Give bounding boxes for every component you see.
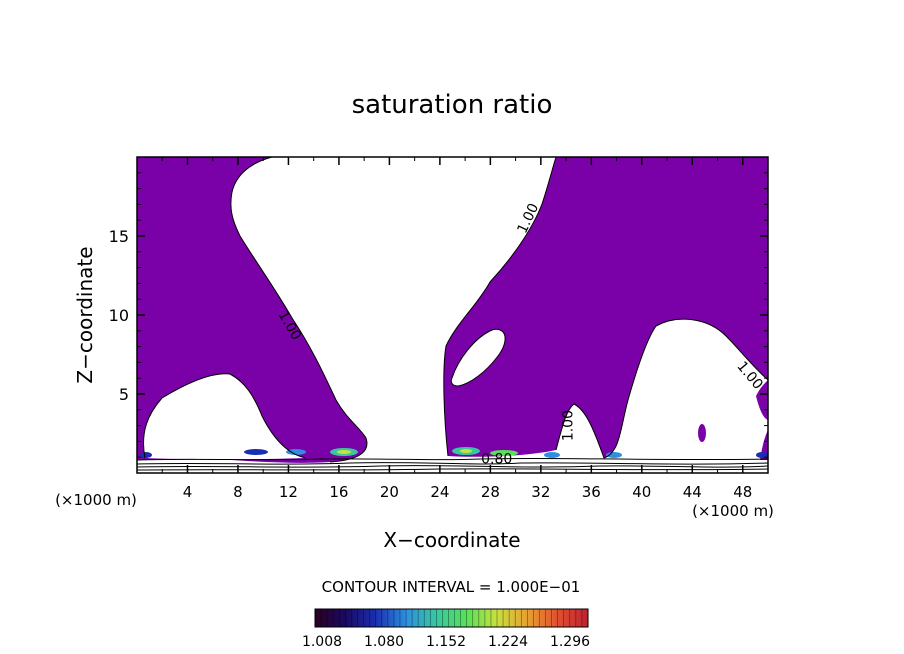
y-unit-label-right: (×1000 m) (692, 502, 774, 520)
spot (244, 449, 268, 455)
colorbar-ticks: 1.008 1.080 1.152 1.224 1.296 (302, 634, 590, 650)
x-tick-label: 44 (683, 483, 702, 501)
x-tick-label: 28 (481, 483, 500, 501)
colorbar-tick-label: 1.080 (364, 634, 404, 650)
x-tick-label: 24 (430, 483, 449, 501)
spot (337, 450, 351, 454)
x-tick-label: 48 (733, 483, 752, 501)
colorbar-tick-label: 1.224 (488, 634, 528, 650)
spot (140, 452, 152, 458)
y-tick-label: 5 (119, 385, 129, 404)
x-tick-label: 8 (233, 483, 243, 501)
y-axis-label: Z−coordinate (73, 246, 97, 383)
colorbar-gradient (315, 609, 588, 627)
x-tick-label: 40 (632, 483, 651, 501)
plot-area (137, 157, 768, 473)
contour-label: 1.00 (560, 410, 576, 441)
colorbar: 1.008 1.080 1.152 1.224 1.296 (302, 609, 590, 650)
x-axis-label: X−coordinate (383, 528, 520, 552)
x-tick-label: 4 (183, 483, 193, 501)
spot (460, 449, 472, 453)
contour-interval-text: CONTOUR INTERVAL = 1.000E−01 (322, 578, 581, 596)
x-tick-label: 20 (380, 483, 399, 501)
x-tick-label: 32 (531, 483, 550, 501)
colorbar-tick-label: 1.296 (550, 634, 590, 650)
x-unit-label-left: (×1000 m) (55, 491, 137, 509)
x-tick-label: 36 (582, 483, 601, 501)
y-tick-label: 15 (109, 227, 129, 246)
colorbar-tick-label: 1.152 (426, 634, 466, 650)
y-tick-label: 10 (109, 306, 129, 325)
chart-title: saturation ratio (352, 90, 553, 120)
supersaturated-patch (698, 424, 706, 442)
colorbar-tick-label: 1.008 (302, 634, 342, 650)
contour-label: 0.80 (481, 452, 512, 468)
spot (606, 452, 622, 458)
spot (544, 452, 560, 458)
x-tick-label: 16 (329, 483, 348, 501)
x-tick-label: 12 (279, 483, 298, 501)
